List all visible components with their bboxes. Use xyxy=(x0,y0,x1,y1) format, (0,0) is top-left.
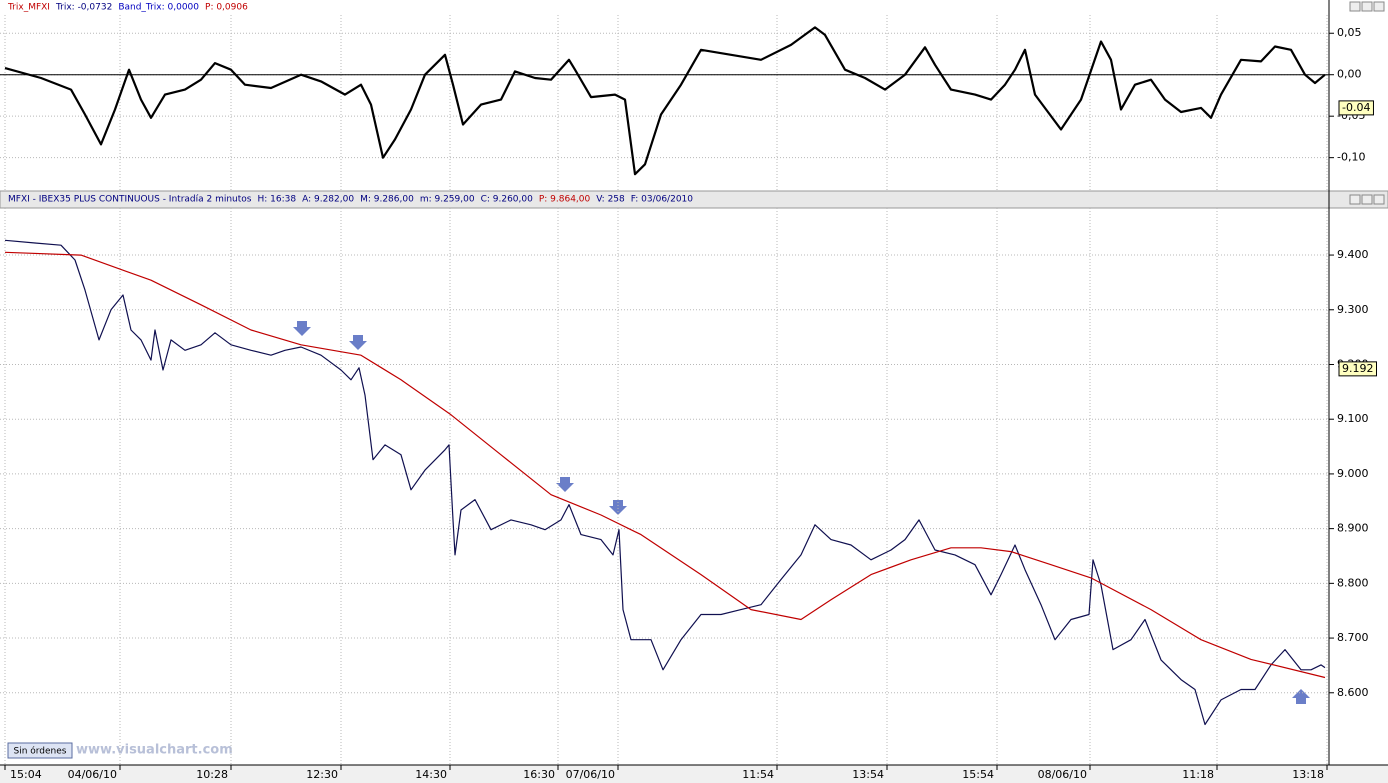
minimize-button[interactable] xyxy=(1349,194,1361,205)
sell-arrow xyxy=(349,335,367,350)
sell-arrow xyxy=(293,321,311,336)
last-value-label: -0.04 xyxy=(1342,101,1370,114)
x-tick-label: 13:18 xyxy=(1292,768,1324,781)
y-tick-label: 8.800 xyxy=(1337,576,1369,589)
sell-arrow xyxy=(556,477,574,492)
series-line xyxy=(4,239,1326,726)
last-value-label: 9.192 xyxy=(1342,362,1374,375)
maximize-button[interactable] xyxy=(1361,1,1373,12)
price-header-bar xyxy=(0,190,1388,209)
header-field: A: 9.282,00 xyxy=(302,195,354,205)
x-tick-label: 04/06/10 xyxy=(68,768,117,781)
close-button[interactable] xyxy=(1373,194,1385,205)
status-text[interactable]: Sin órdenes xyxy=(13,746,66,757)
y-tick-label: 8.600 xyxy=(1337,686,1369,699)
x-tick-label: 08/06/10 xyxy=(1038,768,1087,781)
header-field: P: 9.864,00 xyxy=(539,195,591,205)
header-field: V: 258 xyxy=(596,195,625,205)
y-tick-label: 8.900 xyxy=(1337,522,1369,535)
buy-arrow xyxy=(1292,689,1310,704)
x-tick-label: 16:30 xyxy=(523,768,555,781)
y-tick-label: 0,00 xyxy=(1337,68,1362,81)
series-line xyxy=(4,251,1326,679)
header-field: P: 0,0906 xyxy=(205,3,248,13)
y-tick-label: 9.000 xyxy=(1337,467,1369,480)
y-tick-label: 8.700 xyxy=(1337,631,1369,644)
header-field: F: 03/06/2010 xyxy=(631,195,694,205)
header-field: C: 9.260,00 xyxy=(481,195,534,205)
close-button[interactable] xyxy=(1373,1,1385,12)
x-axis-band xyxy=(0,765,1388,783)
y-tick-label: 9.300 xyxy=(1337,303,1369,316)
x-tick-label: 12:30 xyxy=(306,768,338,781)
last-value-box xyxy=(1338,100,1374,116)
x-tick-label: 11:18 xyxy=(1182,768,1214,781)
x-tick-label: 15:04 xyxy=(10,768,42,781)
y-tick-label: 9.100 xyxy=(1337,412,1369,425)
header-field: m: 9.259,00 xyxy=(420,195,475,205)
panel-title: MFXI - IBEX35 PLUS CONTINUOUS - Intradía… xyxy=(8,195,252,205)
x-tick-label: 10:28 xyxy=(196,768,228,781)
panel-title: Trix_MFXI xyxy=(7,3,50,13)
x-tick-label: 11:54 xyxy=(742,768,774,781)
status-button[interactable] xyxy=(7,742,73,759)
watermark: www.visualchart.com xyxy=(76,743,233,758)
header-field: M: 9.286,00 xyxy=(360,195,414,205)
signal-arrows xyxy=(293,321,1310,704)
x-tick-label: 13:54 xyxy=(852,768,884,781)
minimize-button[interactable] xyxy=(1349,1,1361,12)
header-field: Trix: -0,0732 xyxy=(55,3,112,13)
x-tick-label: 07/06/10 xyxy=(566,768,615,781)
header-field: Band_Trix: 0,0000 xyxy=(118,3,199,13)
y-tick-label: 9.400 xyxy=(1337,248,1369,261)
header-field: H: 16:38 xyxy=(257,195,296,205)
window-buttons[interactable] xyxy=(1349,1,1385,205)
x-tick-label: 14:30 xyxy=(415,768,447,781)
sell-arrow xyxy=(609,500,627,515)
series-line xyxy=(4,26,1326,176)
y-tick-label: 0,05 xyxy=(1337,26,1362,39)
x-tick-label: 15:54 xyxy=(962,768,994,781)
maximize-button[interactable] xyxy=(1361,194,1373,205)
y-tick-label: -0,10 xyxy=(1337,151,1365,164)
last-value-box xyxy=(1338,361,1377,377)
